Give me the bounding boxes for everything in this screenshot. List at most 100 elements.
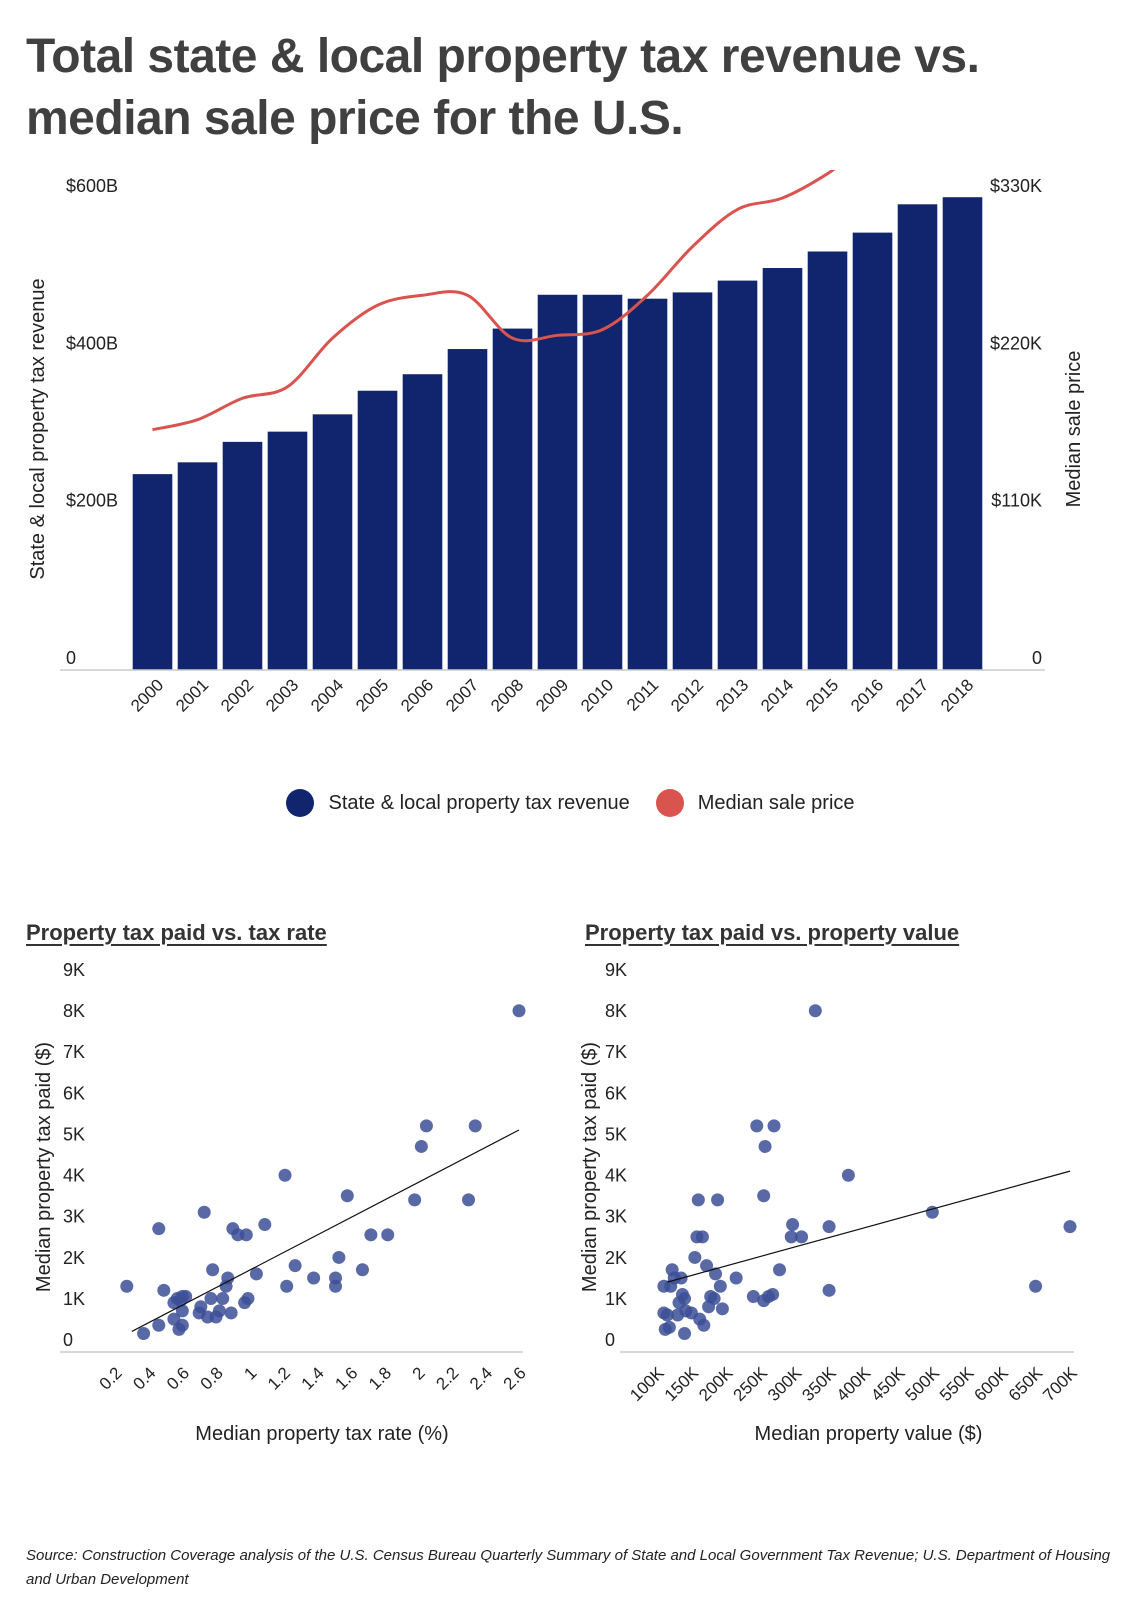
bar-2013 xyxy=(717,280,758,670)
tax-rate-y-tick-label: 9K xyxy=(63,960,85,980)
property-value-y-tick-label: 4K xyxy=(605,1166,627,1186)
property-value-x-tick-label: 300K xyxy=(764,1363,806,1405)
property-value-point xyxy=(678,1327,692,1340)
tax-rate-x-tick-label: 1.4 xyxy=(298,1363,328,1393)
tax-rate-point xyxy=(258,1218,272,1232)
tax-rate-point xyxy=(157,1283,171,1297)
property-value-point xyxy=(766,1287,780,1301)
property-value-point xyxy=(750,1119,764,1133)
property-value-point xyxy=(678,1292,692,1306)
bar-2015 xyxy=(807,251,848,670)
bar-2006 xyxy=(402,374,443,670)
property-value-point xyxy=(822,1220,836,1234)
median-sale-price-line xyxy=(152,170,836,432)
bar-2009 xyxy=(537,294,578,670)
tax-rate-point xyxy=(137,1327,151,1340)
tax-rate-y-tick-label: 2K xyxy=(63,1248,85,1268)
tax-rate-point xyxy=(332,1250,346,1264)
tax-rate-point xyxy=(414,1139,428,1153)
legend-swatch-median-price xyxy=(655,789,684,817)
tax-rate-point xyxy=(152,1318,166,1332)
property-value-point xyxy=(662,1320,676,1334)
combo-bar-line-chart: 0 $200B $400B $600B 0 $110K $220K $330K 2000 2001… xyxy=(27,170,1085,716)
property-value-x-tick-label: 100K xyxy=(626,1363,668,1405)
property-value-y-tick-label: 3K xyxy=(605,1207,627,1227)
property-value-point xyxy=(700,1259,714,1273)
y-right-tick-label: 0 xyxy=(1032,648,1042,668)
tax-rate-y-tick-label: 4K xyxy=(63,1166,85,1186)
tax-rate-point xyxy=(204,1292,218,1306)
property-value-point xyxy=(1029,1279,1043,1293)
x-tick-label: 2001 xyxy=(172,675,212,715)
property-value-x-tick-label: 650K xyxy=(1005,1363,1047,1405)
x-tick-label: 2007 xyxy=(442,675,482,715)
property-value-x-axis-title: Median property value ($) xyxy=(755,1423,983,1445)
bar-2005 xyxy=(357,390,398,670)
property-value-point xyxy=(786,1218,800,1232)
property-value-trendline xyxy=(667,1170,1071,1283)
tax-rate-x-axis-title: Median property tax rate (%) xyxy=(195,1423,448,1445)
bar-2008 xyxy=(492,328,533,670)
tax-rate-point xyxy=(249,1267,263,1281)
x-tick-label: 2010 xyxy=(577,675,617,715)
x-tick-label: 2005 xyxy=(352,675,392,715)
bar-2016 xyxy=(852,232,893,670)
bar-2001 xyxy=(177,462,218,670)
bar-2000 xyxy=(132,474,173,670)
property-value-y-tick-label: 2K xyxy=(605,1248,627,1268)
tax-rate-point xyxy=(216,1292,230,1306)
bar-2004 xyxy=(312,414,353,670)
property-value-point xyxy=(758,1139,772,1153)
bar-2007 xyxy=(447,349,488,670)
tax-rate-point xyxy=(221,1271,235,1285)
tax-rate-x-tick-label: 2.4 xyxy=(466,1363,496,1393)
property-value-point xyxy=(707,1292,721,1306)
property-value-point xyxy=(688,1250,702,1264)
tax-rate-point xyxy=(152,1222,166,1236)
tax-rate-y-tick-label: 0 xyxy=(63,1330,73,1350)
x-tick-label: 2008 xyxy=(487,675,527,715)
tax-rate-x-tick-label: 2.6 xyxy=(500,1363,530,1393)
tax-rate-point xyxy=(224,1306,238,1320)
tax-rate-y-tick-label: 5K xyxy=(63,1124,85,1144)
property-value-y-tick-label: 7K xyxy=(605,1042,627,1062)
property-value-y-axis-title: Median property tax paid ($) xyxy=(579,1042,601,1292)
property-value-point xyxy=(691,1193,705,1207)
tax-rate-point xyxy=(212,1304,226,1318)
bar-2011 xyxy=(627,298,668,670)
x-tick-label: 2013 xyxy=(712,675,752,715)
tax-rate-point xyxy=(462,1193,475,1207)
property-value-x-tick-label: 550K xyxy=(936,1363,978,1405)
legend-label-revenue: State & local property tax revenue xyxy=(328,791,630,814)
property-value-x-tick-label: 400K xyxy=(833,1363,875,1405)
tax-rate-point xyxy=(179,1290,193,1303)
y-right-tick-label: $110K xyxy=(991,491,1042,511)
legend-swatch-revenue xyxy=(286,789,315,817)
x-tick-label: 2006 xyxy=(397,675,437,715)
bar-2017 xyxy=(897,204,938,670)
scatter-property-value-title: Property tax paid vs. property value xyxy=(585,920,960,945)
tax-rate-x-tick-label: 2 xyxy=(409,1363,429,1383)
x-tick-label: 2002 xyxy=(217,675,257,715)
tax-rate-y-tick-label: 7K xyxy=(63,1042,85,1062)
property-value-y-tick-label: 5K xyxy=(605,1124,627,1144)
bar-2012 xyxy=(672,292,713,670)
tax-rate-point xyxy=(175,1318,189,1332)
tax-rate-point xyxy=(241,1292,255,1306)
property-value-point xyxy=(841,1168,855,1182)
tax-rate-point xyxy=(120,1279,134,1293)
tax-rate-y-axis-title: Median property tax paid ($) xyxy=(33,1042,55,1292)
scatter-chart-property-value: 0 1K 2K 3K 4K 5K 6K 7K 8K 9K 100K150K200K250K300K3… xyxy=(579,960,1081,1445)
y-left-tick-label: 0 xyxy=(66,648,76,668)
tax-rate-point xyxy=(280,1279,294,1293)
property-value-point xyxy=(757,1189,771,1203)
x-tick-label: 2003 xyxy=(262,675,302,715)
tax-rate-point xyxy=(340,1189,354,1203)
tax-rate-x-tick-label: 1.2 xyxy=(264,1363,294,1393)
x-tick-label: 2015 xyxy=(802,675,842,715)
page-title: Total state & local property tax revenue… xyxy=(26,26,1116,150)
property-value-y-tick-label: 9K xyxy=(605,960,627,980)
property-value-y-tick-label: 8K xyxy=(605,1001,627,1021)
bar-2003 xyxy=(267,431,308,670)
tax-rate-point xyxy=(408,1193,422,1207)
